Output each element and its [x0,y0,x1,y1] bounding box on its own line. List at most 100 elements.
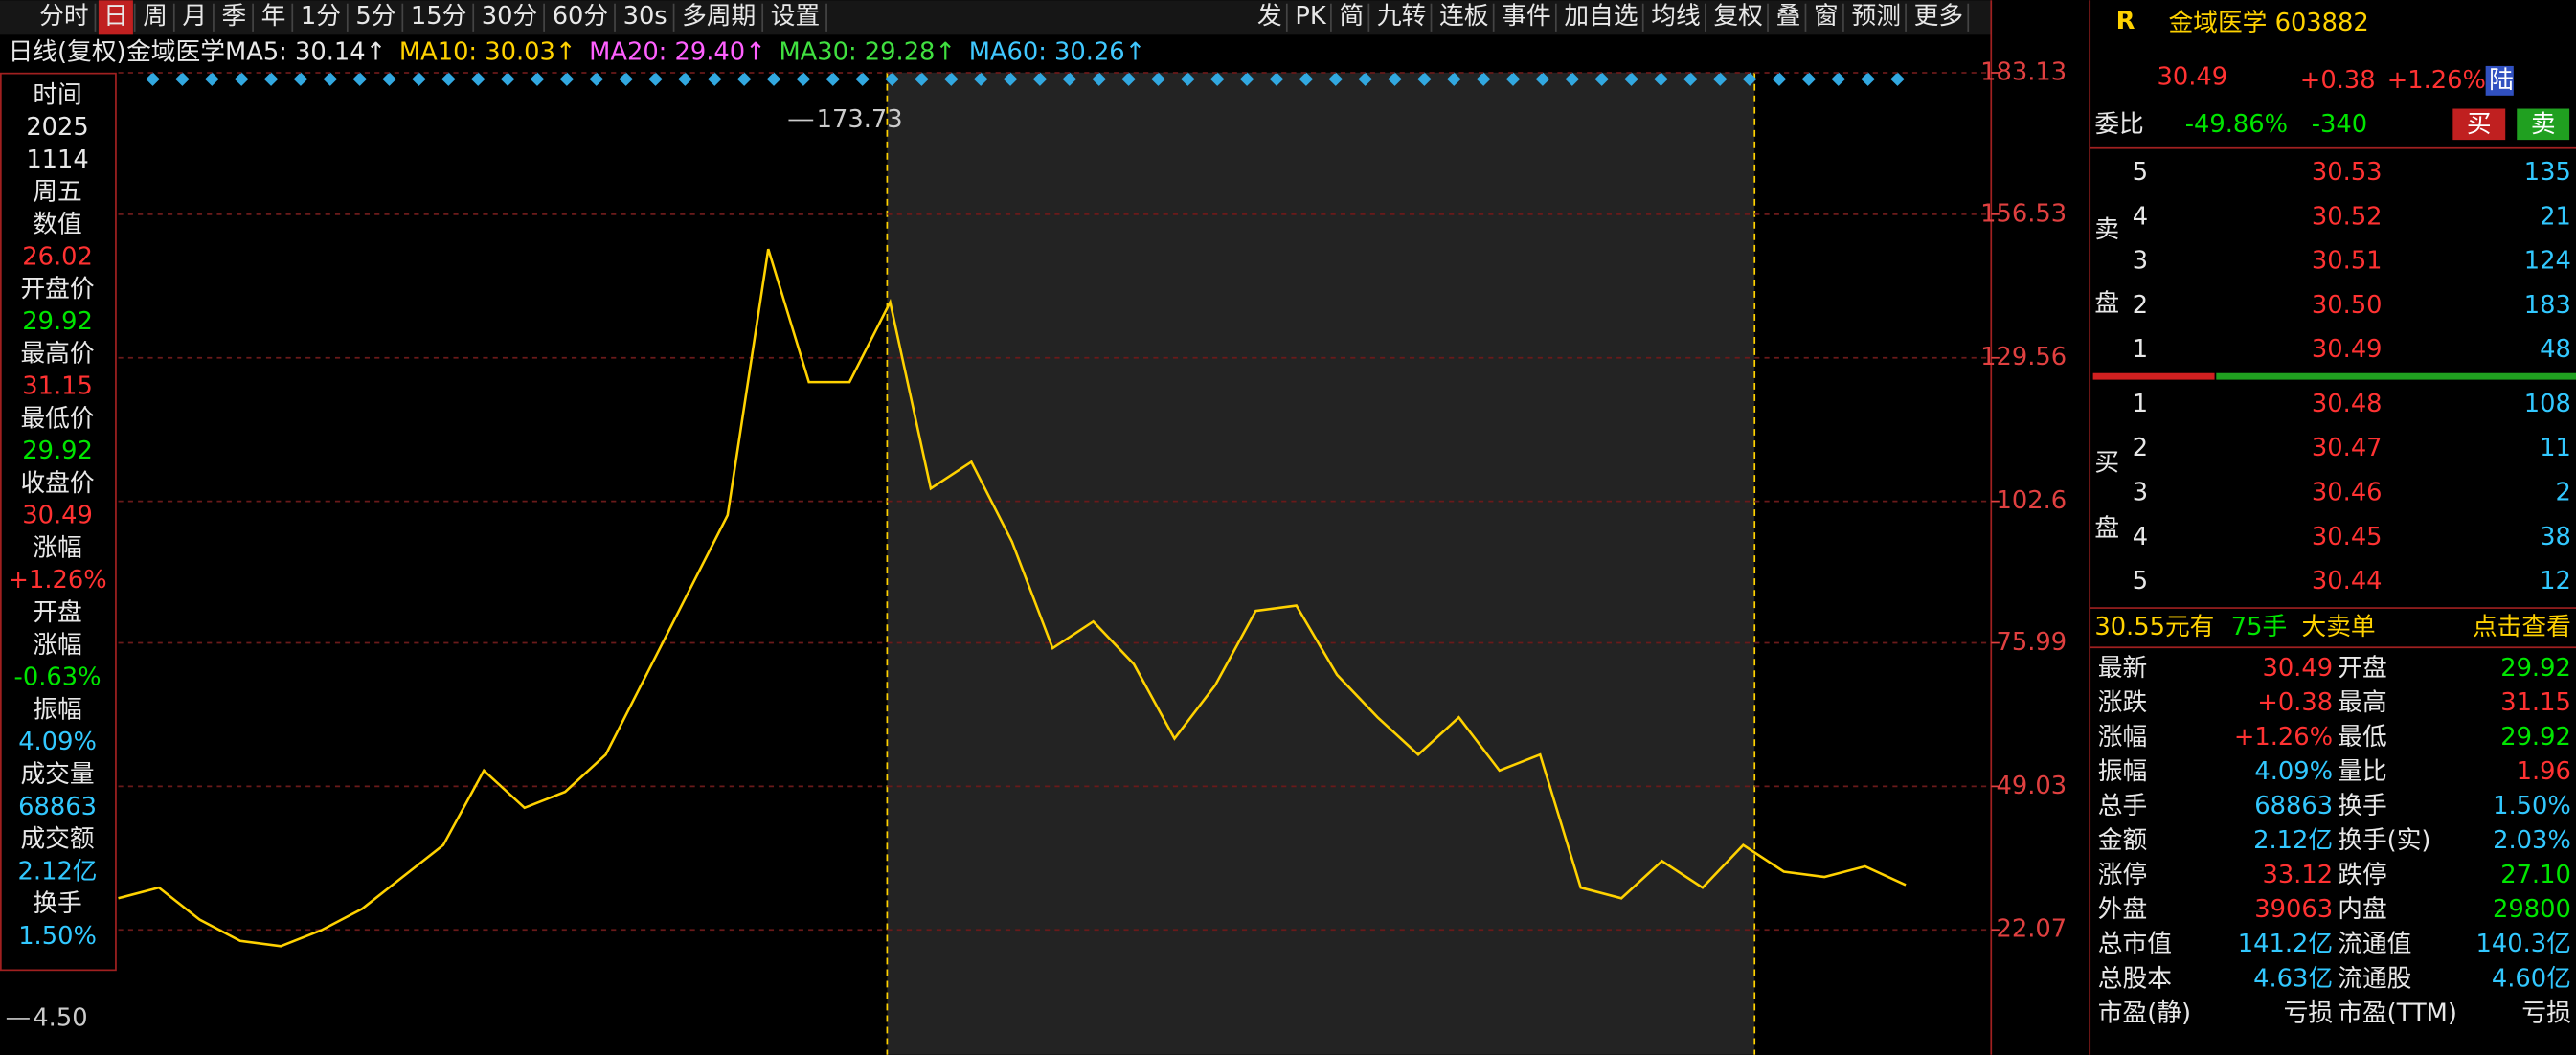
info-panel [0,72,117,972]
stat-label: 金额 [2098,826,2147,855]
toolbar-button[interactable]: 日 [103,2,128,31]
toolbar-button[interactable]: 60分 [553,2,608,31]
stat-label: 市盈(静) [2098,999,2191,1027]
book-volume: 11 [2540,434,2571,462]
toolbar-button[interactable]: 更多 [1914,2,1963,31]
toolbar-button[interactable]: 设置 [771,2,820,31]
book-volume: 183 [2524,291,2571,320]
toolbar-button[interactable]: 季 [222,2,247,31]
buy-button-label[interactable]: 买 [2467,110,2492,139]
book-volume: 2 [2555,478,2570,506]
stat-label: 涨停 [2098,861,2147,889]
toolbar-button[interactable]: 周 [143,2,168,31]
sell-button[interactable] [2517,108,2570,141]
info-line: 成交量 [20,760,94,789]
stat-label: 振幅 [2098,757,2147,786]
toolbar-button[interactable]: 预测 [1851,2,1900,31]
buy-strength [2216,372,2576,380]
toolbar-button[interactable]: 15分 [411,2,466,31]
side-label: 盘 [2094,514,2119,543]
event-marker [1181,72,1195,86]
book-price: 30.51 [2312,247,2383,276]
toolbar-button[interactable]: 分时 [39,2,88,31]
book-price: 30.46 [2312,478,2383,506]
toolbar-button[interactable]: 年 [261,2,286,31]
toolbar-button[interactable]: 30s [623,2,667,31]
weibi-label: 委比 [2094,110,2143,139]
toolbar-button[interactable]: 加自选 [1564,2,1638,31]
info-line: 26.02 [22,242,93,271]
toolbar-button[interactable]: PK [1295,2,1327,31]
toolbar-button[interactable]: 叠 [1776,2,1801,31]
book-price: 30.47 [2312,434,2383,462]
info-line: 2025 [26,113,88,142]
toolbar-button[interactable]: 事件 [1502,2,1550,31]
book-price: 30.44 [2312,567,2383,595]
stat-value: 27.10 [2500,861,2571,889]
badge: R [2116,7,2135,35]
stat-value: 4.63亿 [2253,964,2333,993]
toolbar-button[interactable]: 简 [1339,2,1364,31]
info-line: 成交额 [20,825,94,854]
level: 1 [2133,335,2148,364]
toolbar-button[interactable]: 连板 [1439,2,1488,31]
event-marker [1476,72,1491,86]
buy-button[interactable] [2452,108,2506,141]
info-line: -0.63% [14,663,102,692]
book-volume: 135 [2524,158,2571,187]
toolbar-button[interactable]: 5分 [355,2,395,31]
book-price: 30.50 [2312,291,2383,320]
info-line: 最高价 [20,340,94,369]
level: 4 [2133,523,2148,551]
y-tick-label: 183.13 [1980,57,2067,86]
big-order: 30.55元有 [2094,613,2214,641]
change-pct: +1.26% [2387,66,2486,95]
stat-value: 4.60亿 [2492,964,2571,993]
toolbar-button[interactable]: 九转 [1377,2,1426,31]
info-line: 1114 [26,146,88,174]
toolbar-button[interactable]: 1分 [301,2,341,31]
event-marker [293,72,308,86]
toolbar-button[interactable]: 均线 [1651,2,1700,31]
toolbar-button[interactable]: 发 [1257,2,1282,31]
ma-label: MA10: 30.03↑ [399,38,576,67]
toolbar-button[interactable]: 多周期 [682,2,756,31]
book-price: 30.49 [2312,335,2383,364]
ma-label: MA60: 30.26↑ [969,38,1146,67]
event-marker [1624,72,1638,86]
high-label: 173.73 [817,105,903,134]
stat-label: 最新 [2098,654,2147,683]
stat-label: 外盘 [2098,895,2147,924]
big-order: 大卖单 [2302,613,2376,641]
info-line: 周五 [33,178,81,207]
stat-value: 30.49 [2262,654,2333,683]
stat-value: +1.26% [2234,723,2333,752]
toolbar-button[interactable]: 月 [182,2,207,31]
stat-label: 开盘 [2338,654,2386,683]
info-line: 30.49 [22,502,93,530]
toolbar-button[interactable]: 30分 [482,2,537,31]
ma-label: MA5: 30.14↑ [225,38,386,67]
info-line: 最低价 [20,404,94,433]
info-line: 2.12亿 [18,857,98,886]
sell-button-label[interactable]: 卖 [2531,110,2556,139]
stat-label: 跌停 [2338,861,2386,889]
stat-value: 1.50% [2493,792,2571,820]
y-tick-label: 75.99 [1997,628,2068,657]
stat-label: 内盘 [2338,895,2386,924]
level: 4 [2133,202,2148,231]
info-line: 涨幅 [33,631,81,660]
info-line: 换手 [33,889,81,918]
event-marker [1032,72,1048,86]
toolbar-button[interactable]: 复权 [1713,2,1762,31]
book-volume: 21 [2540,202,2571,231]
big-order[interactable]: 点击查看 [2473,613,2571,641]
stat-value: +0.38 [2257,688,2333,717]
stat-value: 33.12 [2262,861,2333,889]
info-line: 4.09% [18,728,97,756]
market: 陆 [2489,66,2514,95]
event-marker [559,72,575,86]
toolbar-button[interactable]: 窗 [1814,2,1839,31]
stat-value: 141.2亿 [2238,930,2333,958]
